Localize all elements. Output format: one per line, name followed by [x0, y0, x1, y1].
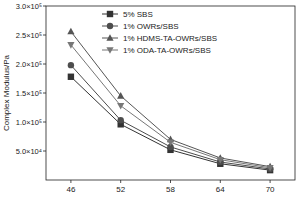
y-tick — [43, 6, 46, 7]
x-tick — [170, 180, 171, 183]
data-point — [67, 28, 74, 35]
y-tick — [43, 151, 46, 152]
data-point — [118, 117, 124, 123]
chart-svg: 5.0×10⁴ 1.0×10⁵ 1.5×10⁵ 2.0×10⁵ 2.5×10⁵ 3.0×1… — [0, 0, 300, 200]
series-line — [71, 77, 270, 170]
data-point — [217, 157, 224, 164]
y-tick-label: 3.0×10⁵ — [16, 2, 42, 11]
legend-label: 1% ODA-TA-OWRs/SBS — [123, 46, 211, 55]
x-tick-label: 64 — [216, 185, 225, 194]
legend-label: 5% SBS — [123, 10, 153, 19]
chart-container: 5.0×10⁴ 1.0×10⁵ 1.5×10⁵ 2.0×10⁵ 2.5×10⁵ 3.0×1… — [0, 0, 300, 200]
y-axis-label: Complex Modulus/Pa — [2, 54, 11, 131]
legend-marker — [106, 47, 113, 54]
legend: 5% SBS 1% OWRs/SBS 1% HDMS-TA-OWRs/SBS 1% O… — [102, 10, 217, 55]
y-tick — [43, 35, 46, 36]
y-tick — [43, 64, 46, 65]
data-point — [67, 42, 74, 49]
legend-label: 1% OWRs/SBS — [123, 22, 179, 31]
x-tick — [70, 180, 71, 183]
x-tick — [120, 180, 121, 183]
x-tick — [220, 180, 221, 183]
legend-marker — [107, 11, 113, 17]
y-tick-label: 2.0×10⁵ — [16, 60, 42, 69]
data-point — [117, 103, 124, 110]
legend-marker — [106, 34, 113, 41]
series-line — [71, 32, 270, 167]
data-point — [167, 140, 174, 147]
y-tick — [43, 122, 46, 123]
data-point — [117, 92, 124, 99]
x-tick-label: 58 — [166, 185, 175, 194]
y-tick-label: 2.5×10⁵ — [16, 31, 42, 40]
y-tick — [43, 93, 46, 94]
data-point — [267, 165, 274, 172]
data-point — [68, 74, 74, 80]
y-tick-label: 1.0×10⁵ — [16, 118, 42, 127]
series-line — [71, 45, 270, 168]
x-tick-label: 52 — [116, 185, 125, 194]
plot-frame — [46, 6, 295, 180]
x-tick — [270, 180, 271, 183]
y-tick-label: 1.5×10⁵ — [16, 89, 42, 98]
legend-label: 1% HDMS-TA-OWRs/SBS — [123, 34, 217, 43]
legend-marker — [107, 23, 113, 29]
series-group — [67, 28, 273, 174]
data-point — [68, 62, 74, 68]
y-tick-label: 5.0×10⁴ — [16, 147, 42, 156]
x-tick-label: 70 — [266, 185, 275, 194]
x-tick-label: 46 — [66, 185, 75, 194]
